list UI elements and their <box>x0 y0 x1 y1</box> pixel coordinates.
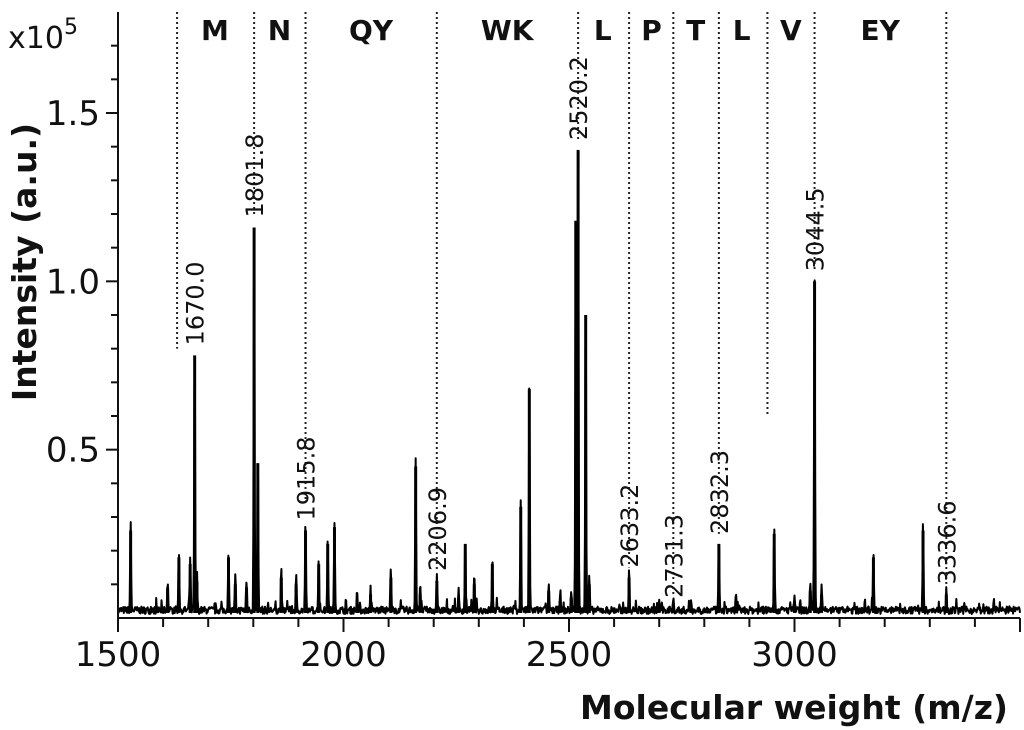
residue-label: WK <box>481 14 535 47</box>
spectrum-line <box>117 149 1021 615</box>
peak-label: 2206.9 <box>424 487 452 571</box>
residue-label: L <box>733 14 751 47</box>
residue-label: M <box>201 14 229 47</box>
residue-labels: M N QY WK L P T L V EY <box>201 14 901 47</box>
peak-label: 3336.6 <box>933 500 961 584</box>
peak-labels: 1670.0 1801.8 1915.8 2206.9 2520.2 2633.2 2731… <box>182 56 962 598</box>
x-tick-label: 3000 <box>751 635 838 675</box>
residue-label: EY <box>860 14 900 47</box>
residue-label: T <box>686 14 705 47</box>
y-axis: 0.5 1.0 1.5 <box>46 44 118 586</box>
y-tick-label: 0.5 <box>46 431 100 471</box>
peak-label: 1670.0 <box>182 261 210 345</box>
residue-label: N <box>268 14 291 47</box>
sequence-markers <box>176 12 948 595</box>
x-axis-title: Molecular weight (m/z) <box>580 688 1008 727</box>
peak-label: 2731.3 <box>660 514 688 598</box>
peak-label: 2633.2 <box>616 484 644 568</box>
residue-label: P <box>641 14 662 47</box>
residue-label: L <box>594 14 612 47</box>
y-multiplier-base: x10 <box>8 21 64 56</box>
y-multiplier-exponent: 5 <box>64 15 78 40</box>
residue-label: QY <box>349 14 394 47</box>
peak-label: 1801.8 <box>241 133 269 217</box>
y-tick-label: 1.0 <box>46 262 100 302</box>
peak-label: 2832.3 <box>706 450 734 534</box>
x-tick-label: 1500 <box>75 635 162 675</box>
spectrum-trace <box>117 149 1021 615</box>
x-tick-label: 2000 <box>300 635 387 675</box>
peak-label: 1915.8 <box>293 436 321 520</box>
x-axis: 1500 2000 2500 3000 <box>75 618 1021 675</box>
residue-label: V <box>780 14 802 47</box>
y-tick-label: 1.5 <box>46 94 100 134</box>
peak-label: 3044.5 <box>802 187 830 271</box>
y-multiplier: x105 <box>8 15 78 56</box>
peak-label: 2520.2 <box>565 56 593 140</box>
x-tick-label: 2500 <box>526 635 613 675</box>
y-axis-title: Intensity (a.u.) <box>5 123 44 401</box>
